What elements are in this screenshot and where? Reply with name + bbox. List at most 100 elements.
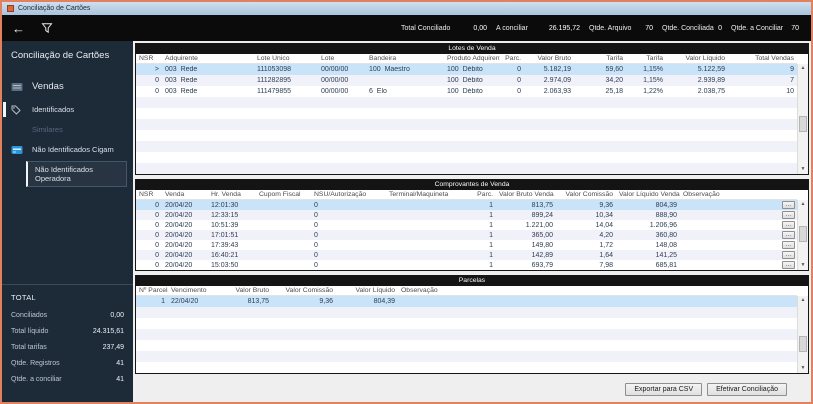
total-value: 24.315,61 [92, 328, 124, 335]
table-row[interactable]: 0 20/04/20 17:01:51 0 1 365,00 4,20 360,80… [136, 230, 797, 240]
table-cell: 25,18 [605, 88, 623, 95]
observacao-ellipsis-button[interactable]: … [782, 251, 795, 259]
table-cell: 685,81 [655, 261, 677, 269]
table-cell: 0 [314, 241, 318, 249]
column-header[interactable]: Produto Adquirente [447, 55, 500, 62]
column-header[interactable]: Valor Líquido Venda [619, 191, 680, 198]
observacao-ellipsis-button[interactable]: … [782, 211, 795, 219]
column-header[interactable]: Tarifa [606, 55, 623, 62]
stat-label: Qtde. Conciliada [662, 24, 714, 32]
column-header[interactable]: Observação [401, 287, 438, 294]
column-header[interactable]: Parc. [477, 191, 493, 198]
table-row [136, 362, 797, 373]
scroll-down-icon[interactable]: ▼ [798, 165, 808, 174]
column-header[interactable]: Valor Líquido [685, 55, 725, 62]
scroll-up-icon[interactable]: ▲ [798, 64, 808, 73]
observacao-ellipsis-button[interactable]: … [782, 201, 795, 209]
table-row[interactable]: 0 20/04/20 10:51:39 0 1 1.221,00 14,04 1.206,96… [136, 220, 797, 230]
column-header[interactable]: Lote Único [257, 55, 290, 62]
column-header[interactable]: Terminal/Maquineta [389, 191, 449, 198]
table-row[interactable]: 0 20/04/20 16:40:21 0 1 142,89 1,64 141,25… [136, 250, 797, 260]
scroll-up-icon[interactable]: ▲ [798, 296, 808, 305]
table-cell: 10 [786, 88, 794, 95]
table-title: Parcelas [136, 276, 808, 286]
column-header[interactable]: Vencimento [171, 287, 207, 294]
stat-qtde-arquivo: Qtde. Arquivo 70 [589, 25, 653, 32]
column-header[interactable]: Nº Parcela [139, 287, 168, 294]
efetivar-conciliacao-button[interactable]: Efetivar Conciliação [707, 383, 787, 396]
column-header[interactable]: Parc. [505, 55, 521, 62]
table-row[interactable]: >003 Rede 111053098 00/00/00 100 Maestro 100… [136, 64, 797, 75]
table-cell: 0 [155, 88, 159, 95]
scroll-down-icon[interactable]: ▼ [798, 261, 808, 270]
table-cell: 100 Débito [447, 66, 483, 73]
scroll-thumb[interactable] [799, 336, 807, 352]
table-row[interactable]: 0 003 Rede 111282895 00/00/00 100 Débito 0 2.9… [136, 75, 797, 86]
column-header[interactable]: Adquirente [165, 55, 198, 62]
table-row[interactable]: 0 20/04/20 17:39:43 0 1 149,80 1,72 148,08… [136, 240, 797, 250]
scroll-down-icon[interactable]: ▼ [798, 364, 808, 373]
table-cell: 0 [517, 77, 521, 84]
column-header[interactable]: Lote [321, 55, 335, 62]
table-row[interactable]: 1 22/04/20 813,75 9,36 804,39 [136, 296, 797, 307]
vertical-scrollbar[interactable]: ▲ ▼ [797, 200, 808, 270]
column-header[interactable]: Cupom Fiscal [259, 191, 301, 198]
column-header[interactable]: Valor Bruto [235, 287, 270, 294]
observacao-ellipsis-button[interactable]: … [782, 261, 795, 269]
table-row [136, 152, 797, 163]
observacao-ellipsis-button[interactable]: … [782, 241, 795, 249]
sidebar-section-vendas[interactable]: Vendas [2, 78, 133, 95]
column-header[interactable]: Hr. Venda [211, 191, 241, 198]
table-row[interactable]: 0 20/04/20 12:01:30 0 1 813,75 9,36 804,39… [136, 200, 797, 210]
export-csv-button[interactable]: Exportar para CSV [625, 383, 703, 396]
stat-value: 0,00 [473, 24, 487, 32]
table-cell: 20/04/20 [165, 211, 193, 219]
table-cell: 0 [155, 201, 159, 209]
table-cell: 59,60 [605, 66, 623, 73]
total-liquido: Total líquido 24.315,61 [11, 328, 124, 335]
column-header[interactable]: Observação [683, 191, 720, 198]
table-row[interactable]: 0 003 Rede 111479855 00/00/00 6 Elo 100 Débit… [136, 86, 797, 97]
column-header[interactable]: Valor Líquido [355, 287, 395, 294]
table-row [136, 318, 797, 329]
table-cell: 6 Elo [369, 88, 387, 95]
column-header[interactable]: Valor Bruto Venda [499, 191, 554, 198]
column-header[interactable]: NSR [139, 55, 154, 62]
scroll-thumb[interactable] [799, 116, 807, 132]
sidebar-item-nao-identificados-operadora[interactable]: Não Identificados Operadora [26, 161, 127, 187]
main-area: Lotes de Venda NSR Adquirente Lote Único Lo… [133, 41, 811, 402]
column-header[interactable]: Valor Bruto [537, 55, 572, 62]
filter-button[interactable] [41, 22, 53, 34]
column-header[interactable]: NSR [139, 191, 154, 198]
table-row[interactable]: 0 20/04/20 12:33:15 0 1 899,24 10,34 888,90… [136, 210, 797, 220]
sidebar-item-nao-identificados-cigam[interactable]: Não Identificados Cigam [2, 141, 133, 158]
scroll-up-icon[interactable]: ▲ [798, 200, 808, 209]
column-header[interactable]: Valor Comissão [285, 287, 333, 294]
column-header[interactable]: Valor Comissão [565, 191, 613, 198]
scroll-thumb[interactable] [799, 226, 807, 242]
vertical-scrollbar[interactable]: ▲ ▼ [797, 64, 808, 174]
table-cell: 20/04/20 [165, 241, 193, 249]
column-header[interactable]: Total Vendas [755, 55, 794, 62]
table-body: 0 20/04/20 12:01:30 0 1 813,75 9,36 804,39 … 0 20/… [136, 200, 797, 270]
table-cell: 16:40:21 [211, 251, 239, 259]
column-header[interactable]: Tarifa [646, 55, 663, 62]
table-row [136, 329, 797, 340]
sidebar-item-identificados[interactable]: Identificados [2, 101, 133, 118]
observacao-ellipsis-button[interactable]: … [782, 221, 795, 229]
column-header[interactable]: NSU/Autorização [314, 191, 367, 198]
vertical-scrollbar[interactable]: ▲ ▼ [797, 296, 808, 373]
table-row [136, 163, 797, 174]
table-cell: 20/04/20 [165, 201, 193, 209]
sidebar-item-similares[interactable]: Similares [2, 121, 133, 138]
window-title: Conciliação de Cartões [18, 5, 91, 12]
column-header[interactable]: Bandeira [369, 55, 397, 62]
table-cell: 5.122,59 [697, 66, 725, 73]
observacao-ellipsis-button[interactable]: … [782, 231, 795, 239]
column-header[interactable]: Venda [165, 191, 185, 198]
table-row[interactable]: 0 20/04/20 15:03:50 0 1 693,79 7,98 685,81… [136, 260, 797, 270]
back-button[interactable]: ← [12, 20, 25, 36]
sidebar-section-label: Vendas [32, 81, 64, 92]
totals-title: TOTAL [11, 293, 36, 302]
comprovantes-de-venda-table: Comprovantes de Venda NSR Venda Hr. Venda C… [135, 179, 809, 271]
